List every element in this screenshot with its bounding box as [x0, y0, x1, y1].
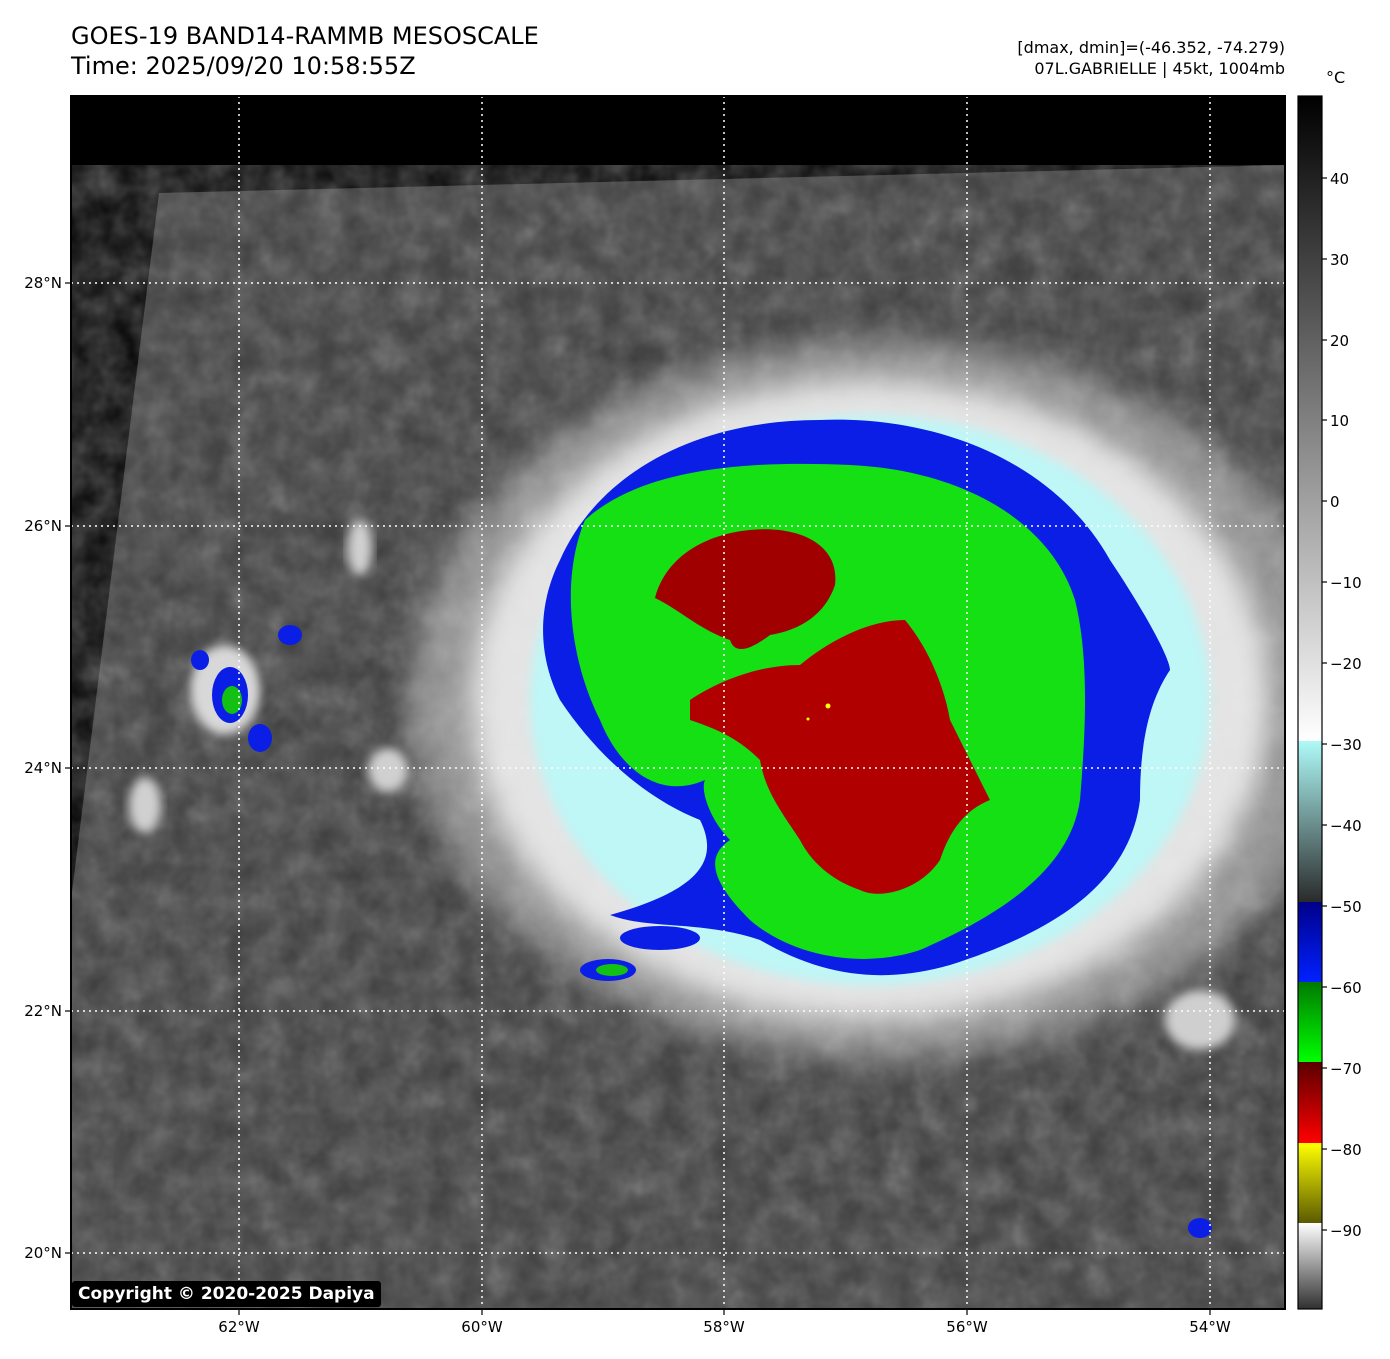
- lon-tick-label: 62°W: [218, 1318, 260, 1336]
- chart-timestamp: Time: 2025/09/20 10:58:55Z: [71, 52, 416, 80]
- chart-title: GOES-19 BAND14-RAMMB MESOSCALE: [71, 22, 539, 50]
- colorbar-tick-label: 30: [1330, 251, 1349, 269]
- lat-tick-label: 28°N: [24, 274, 62, 292]
- map-frame: [70, 95, 1286, 1310]
- colorbar: [1297, 95, 1327, 1310]
- data-range-label: [dmax, dmin]=(-46.352, -74.279): [1017, 38, 1285, 57]
- colorbar-tick-label: −90: [1330, 1222, 1362, 1240]
- colorbar-tick-label: −80: [1330, 1141, 1362, 1159]
- lat-tick-label: 24°N: [24, 759, 62, 777]
- colorbar-tick-label: 20: [1330, 332, 1349, 350]
- map-gridlines: [71, 96, 1285, 1309]
- lon-tick-label: 54°W: [1189, 1318, 1231, 1336]
- lon-tick-label: 56°W: [946, 1318, 988, 1336]
- lon-tick-label: 60°W: [461, 1318, 503, 1336]
- storm-info-label: 07L.GABRIELLE | 45kt, 1004mb: [1034, 59, 1285, 78]
- colorbar-tick-label: −10: [1330, 574, 1362, 592]
- lon-tick-label: 58°W: [703, 1318, 745, 1336]
- colorbar-tick-label: −20: [1330, 655, 1362, 673]
- colorbar-unit-label: °C: [1326, 68, 1346, 87]
- lat-tick-label: 26°N: [24, 517, 62, 535]
- colorbar-tick-label: −70: [1330, 1060, 1362, 1078]
- colorbar-tick-label: −40: [1330, 817, 1362, 835]
- colorbar-tick-label: 10: [1330, 412, 1349, 430]
- colorbar-tick-labels: 40 30 20 10 0 −10 −20 −30 −40 −50 −60 −7…: [1330, 170, 1362, 1240]
- colorbar-tick-label: −60: [1330, 979, 1362, 997]
- colorbar-tick-label: −50: [1330, 898, 1362, 916]
- lat-tick-label: 22°N: [24, 1002, 62, 1020]
- colorbar-tick-label: 0: [1330, 493, 1340, 511]
- axis-ticks: [65, 282, 1211, 1315]
- satellite-image: [71, 96, 1285, 1309]
- colorbar-tick-label: 40: [1330, 170, 1349, 188]
- lat-tick-label: 20°N: [24, 1244, 62, 1262]
- colorbar-tick-label: −30: [1330, 736, 1362, 754]
- copyright-badge: Copyright © 2020-2025 Dapiya: [72, 1281, 381, 1307]
